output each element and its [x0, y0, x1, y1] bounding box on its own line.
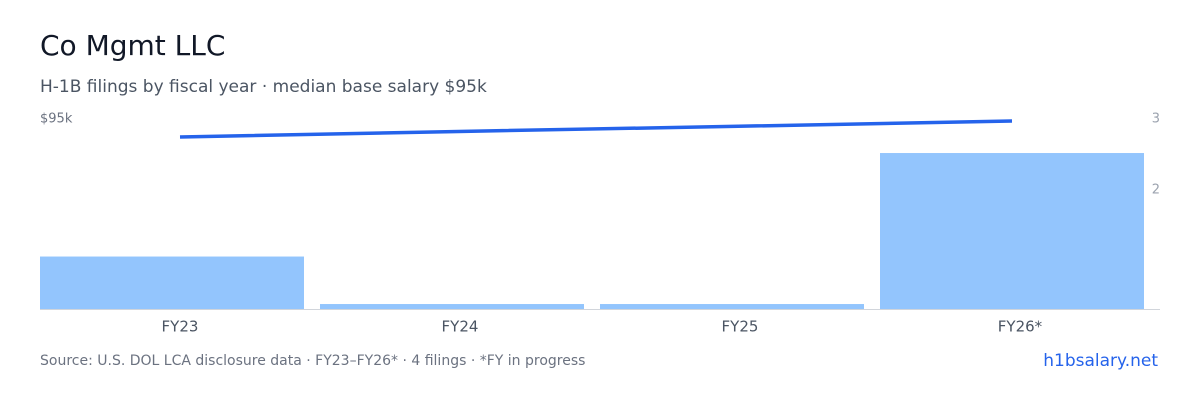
salary-line	[179, 119, 1013, 139]
x-tick-label: FY23	[162, 318, 199, 336]
x-tick-label: FY24	[442, 318, 479, 336]
bar	[880, 153, 1144, 309]
bar	[320, 304, 584, 309]
x-tick-label: FY25	[722, 318, 759, 336]
bar	[40, 256, 304, 309]
y2-tick-label: 3	[1152, 112, 1160, 127]
site-link[interactable]: h1bsalary.net	[1043, 351, 1158, 371]
x-tick-label: FY26*	[998, 318, 1043, 336]
chart-subtitle: H-1B filings by fiscal year · median bas…	[40, 77, 487, 97]
bar	[600, 304, 864, 309]
chart-title: Co Mgmt LLC	[40, 29, 225, 62]
y2-tick-label: 2	[1152, 182, 1160, 197]
source-note: Source: U.S. DOL LCA disclosure data · F…	[40, 353, 585, 369]
y-tick-label: $95k	[40, 112, 73, 127]
